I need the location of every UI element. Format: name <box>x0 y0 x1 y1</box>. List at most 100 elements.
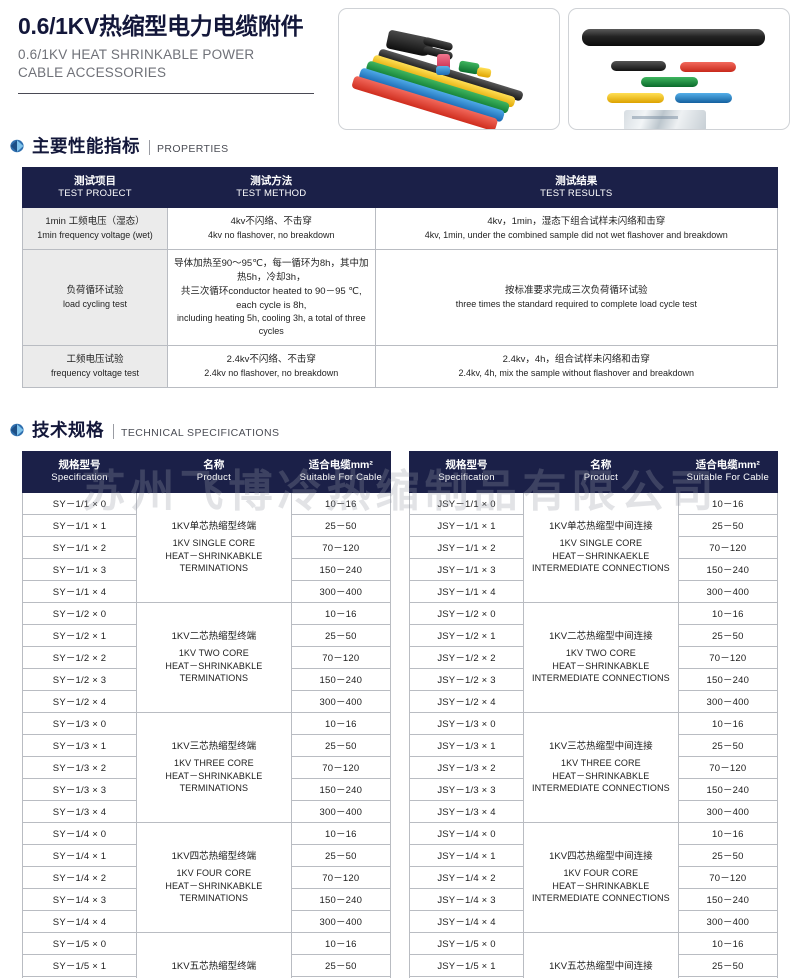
specs-title-cn: 技术规格 <box>32 420 104 441</box>
terminations-spec-cell: SY－1/5 × 2 <box>21 975 138 978</box>
cell-test-project: 工频电压试验 frequency voltage test <box>22 345 168 389</box>
col-header-test-project-en: TEST PROJECT <box>58 187 132 199</box>
terminations-cable-size-cell: 10－16 <box>290 931 392 955</box>
col-header-test-method-en: TEST METHOD <box>236 187 307 199</box>
connections-cable-size-cell: 150－240 <box>677 557 779 581</box>
col-header-cn: 适合电缆mm² <box>308 458 373 471</box>
properties-header-row: 测试项目 TEST PROJECT 测试方法 TEST METHOD 测试结果 … <box>22 166 779 209</box>
table-row: SY－1/2 × 3 150－240 <box>21 667 392 691</box>
connections-spec-cell: JSY－1/1 × 1 <box>408 513 525 537</box>
table-row: 负荷循环试验 load cycling test 导体加热至90～95℃，每一循… <box>22 249 779 347</box>
terminations-cable-size-cell: 25－50 <box>290 623 392 647</box>
product-name-en-line3: INTERMEDIATE CONNECTIONS <box>531 673 670 684</box>
result-cn: 4kv，1min，湿态下组合试样未闪络和击穿 <box>487 216 666 228</box>
connections-spec-cell: JSY－1/1 × 0 <box>408 491 525 515</box>
terminations-cable-size-cell: 300－400 <box>290 799 392 823</box>
terminations-spec-cell: SY－1/2 × 0 <box>21 601 138 625</box>
project-cn: 负荷循环试验 <box>66 285 124 297</box>
table-row: JSY－1/2 × 4 300－400 <box>408 689 779 713</box>
terminations-cable-size-cell: 25－50 <box>290 513 392 537</box>
product-name-en-line2: HEAT－SHRINKABKLE <box>165 770 263 781</box>
cell-test-method: 2.4kv不闪络、不击穿 2.4kv no flashover, no brea… <box>166 345 376 389</box>
method-cn: 2.4kv不闪络、不击穿 <box>226 354 316 366</box>
method-cn-line2: 共三次循环conductor heated to 90－95 ℃, each c… <box>180 285 362 311</box>
table-row: JSY－1/1 × 1 25－50 <box>408 513 779 537</box>
terminations-spec-cell: SY－1/4 × 2 <box>21 865 138 889</box>
connections-spec-cell: JSY－1/5 × 1 <box>408 953 525 977</box>
product-name-en-line3: INTERMEDIATE CONNECTIONS <box>531 783 670 794</box>
specifications-tables: 规格型号 Specification 名称 Product 适合电缆mm² Suitabl… <box>0 450 800 978</box>
col-header-en: Specification <box>51 471 108 483</box>
cell-test-project: 1min 工频电压（湿态） 1min frequency voltage (we… <box>22 207 168 251</box>
terminations-cable-size-cell: 70－120 <box>290 755 392 779</box>
connections-cable-size-cell: 150－240 <box>677 667 779 691</box>
page-title-en-line2: CABLE ACCESSORIES <box>18 65 167 81</box>
connections-product-cell: 1KV五芯热缩型中间连接1KV FIVE COREHEAT－SHRINKABKL… <box>523 931 679 978</box>
connections-spec-cell: JSY－1/4 × 3 <box>408 887 525 911</box>
table-row: SY－1/5 × 2 70－120 <box>21 975 392 978</box>
foil-packaging-bag <box>624 110 706 129</box>
table-row: SY－1/2 × 4 300－400 <box>21 689 392 713</box>
cell-test-result: 4kv，1min，湿态下组合试样未闪络和击穿 4kv, 1min, under … <box>374 207 779 251</box>
terminations-header-row: 规格型号 Specification 名称 Product 适合电缆mm² Suitabl… <box>21 450 392 493</box>
connections-col-header-1: 名称 Product <box>523 450 679 493</box>
terminations-cable-size-cell: 70－120 <box>290 975 392 978</box>
cell-test-method: 导体加热至90～95℃，每一循环为8h，其中加热5h，冷却3h， 共三次循环co… <box>166 249 376 347</box>
col-header-test-results-cn: 测试结果 <box>555 174 598 187</box>
connections-spec-cell: JSY－1/2 × 3 <box>408 667 525 691</box>
large-black-tube <box>582 29 765 46</box>
col-header-cn: 规格型号 <box>445 458 488 471</box>
connections-product-cell: 1KV四芯热缩型中间连接 1KV FOUR CORE HEAT－SHRINKABKL… <box>523 821 679 933</box>
table-row: JSY－1/3 × 2 70－120 <box>408 755 779 779</box>
connections-cable-size-cell: 300－400 <box>677 909 779 933</box>
col-header-test-project: 测试项目 TEST PROJECT <box>22 166 168 209</box>
table-row: 工频电压试验 frequency voltage test 2.4kv不闪络、不… <box>22 345 779 389</box>
table-row: JSY－1/5 × 2 70－120 <box>408 975 779 978</box>
cell-test-method: 4kv不闪络、不击穿 4kv no flashover, no breakdow… <box>166 207 376 251</box>
table-row: JSY－1/4 × 4 300－400 <box>408 909 779 933</box>
title-divider <box>18 92 314 94</box>
terminations-col-header-0: 规格型号 Specification <box>21 450 138 493</box>
terminations-spec-cell: SY－1/1 × 0 <box>21 491 138 515</box>
specs-title-en: TECHNICAL SPECIFICATIONS <box>121 427 280 440</box>
product-name-en-line3: TERMINATIONS <box>179 783 249 794</box>
product-name-en-line1: 1KV SINGLE CORE <box>559 538 643 548</box>
terminations-spec-cell: SY－1/4 × 4 <box>21 909 138 933</box>
result-cn: 2.4kv，4h，组合试样未闪络和击穿 <box>502 354 650 366</box>
connections-cable-size-cell: 300－400 <box>677 799 779 823</box>
connections-cable-size-cell: 25－50 <box>677 733 779 757</box>
table-row: JSY－1/2 × 0 1KV二芯热缩型中间连接 1KV TWO CORE HEAT－… <box>408 601 779 713</box>
terminations-spec-cell: SY－1/4 × 1 <box>21 843 138 867</box>
table-row: JSY－1/4 × 2 70－120 <box>408 865 779 889</box>
method-en: 2.4kv no flashover, no breakdown <box>204 368 339 379</box>
terminations-cable-size-cell: 10－16 <box>290 491 392 515</box>
connections-cable-size-cell: 10－16 <box>677 601 779 625</box>
terminations-cable-size-cell: 70－120 <box>290 535 392 559</box>
product-name-en-line3: TERMINATIONS <box>179 893 249 904</box>
table-row: SY－1/2 × 1 25－50 <box>21 623 392 647</box>
connections-cable-size-cell: 25－50 <box>677 623 779 647</box>
connections-spec-cell: JSY－1/3 × 4 <box>408 799 525 823</box>
connections-product-cell: 1KV单芯热缩型中间连接 1KV SINGLE CORE HEAT－SHRINKAE… <box>523 491 679 603</box>
terminations-table: 规格型号 Specification 名称 Product 适合电缆mm² Suitabl… <box>21 450 392 978</box>
product-name-en-line2: HEAT－SHRINKABKLE <box>165 660 263 671</box>
terminations-spec-cell: SY－1/3 × 2 <box>21 755 138 779</box>
method-en: including heating 5h, cooling 3h, a tota… <box>176 313 366 337</box>
connections-spec-cell: JSY－1/1 × 3 <box>408 557 525 581</box>
product-name-en-line2: HEAT－SHRINKABKLE <box>165 550 263 561</box>
project-en: load cycling test <box>62 299 127 310</box>
product-name-en-line1: 1KV SINGLE CORE <box>172 538 256 548</box>
properties-table-wrap: 测试项目 TEST PROJECT 测试方法 TEST METHOD 测试结果 … <box>0 166 800 389</box>
connections-spec-cell: JSY－1/3 × 2 <box>408 755 525 779</box>
table-row: SY－1/4 × 2 70－120 <box>21 865 392 889</box>
terminations-cable-size-cell: 300－400 <box>290 909 392 933</box>
title-block: 0.6/1KV热缩型电力电缆附件 0.6/1KV HEAT SHRINKABLE… <box>10 8 330 132</box>
product-name-en-line1: 1KV TWO CORE <box>565 648 636 658</box>
col-header-cn: 名称 <box>590 458 612 471</box>
connections-spec-cell: JSY－1/1 × 2 <box>408 535 525 559</box>
col-header-cn: 规格型号 <box>58 458 101 471</box>
connections-cable-size-cell: 70－120 <box>677 645 779 669</box>
connections-spec-cell: JSY－1/3 × 0 <box>408 711 525 735</box>
page-banner: 0.6/1KV热缩型电力电缆附件 0.6/1KV HEAT SHRINKABLE… <box>0 0 800 132</box>
terminations-spec-cell: SY－1/2 × 4 <box>21 689 138 713</box>
